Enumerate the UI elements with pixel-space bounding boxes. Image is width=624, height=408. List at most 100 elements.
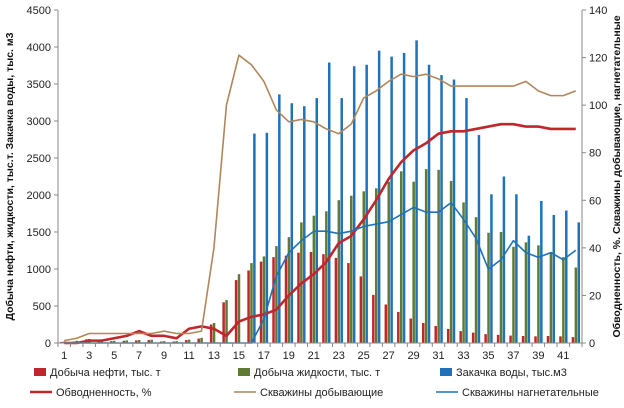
legend-item-5: Скважины добывающие — [234, 387, 383, 399]
x-tick-label: 15 — [233, 350, 245, 362]
bar-1-17 — [259, 261, 263, 343]
bar-2-10 — [175, 341, 178, 343]
bar-3-41 — [565, 210, 568, 343]
bar-2-7 — [137, 340, 141, 343]
y2-tick-label: 120 — [589, 53, 607, 65]
bar-1-18 — [272, 257, 275, 343]
y2-tick-label: 60 — [589, 195, 601, 207]
y-tick-label: 4500 — [27, 5, 51, 17]
bar-2-23 — [337, 200, 341, 343]
x-tick-label: 35 — [482, 350, 494, 362]
y-axis-title: Добыча нефти, жидкости, тыс.т. Закачка в… — [4, 32, 16, 320]
bar-2-41 — [562, 257, 565, 343]
bar-1-6 — [122, 340, 126, 343]
y2-tick-label: 140 — [589, 5, 607, 17]
bar-1-28 — [397, 311, 400, 343]
x-tick-label: 17 — [258, 350, 270, 362]
bar-2-34 — [474, 217, 478, 343]
bar-3-36 — [502, 176, 506, 343]
bar-2-19 — [287, 237, 291, 343]
y-tick-label: 1500 — [27, 227, 51, 239]
bar-1-35 — [484, 334, 487, 343]
legend: Добыча нефти, тыс. т Добыча жидкости, тыс… — [30, 367, 599, 399]
y-tick-label: 2500 — [27, 153, 51, 165]
bar-3-17 — [265, 132, 269, 343]
bar-1-26 — [372, 294, 375, 343]
bar-1-38 — [521, 335, 525, 343]
bar-2-35 — [487, 232, 490, 343]
bar-2-42 — [574, 267, 578, 343]
x-tick-label: 37 — [507, 350, 519, 362]
bar-2-22 — [325, 211, 328, 343]
legend-item-1: Добыча нефти, тыс. т — [34, 367, 161, 379]
bar-1-7 — [135, 340, 138, 343]
bar-3-40 — [552, 214, 556, 343]
bar-2-5 — [112, 340, 116, 343]
legend-label: Обводненность, % — [56, 387, 152, 399]
line-series-2 — [64, 54, 577, 342]
y-tick-label: 500 — [33, 301, 51, 313]
bar-2-36 — [499, 232, 503, 343]
bar-3-19 — [290, 103, 294, 344]
x-tick-label: 23 — [333, 350, 345, 362]
bar-2-9 — [162, 341, 166, 343]
bar-3-39 — [540, 200, 543, 343]
bar-1-32 — [446, 328, 450, 343]
bar-1-14 — [222, 302, 225, 343]
bar-3-23 — [340, 98, 343, 343]
bar-2-32 — [449, 180, 453, 343]
x-tick-label: 31 — [432, 350, 444, 362]
bar-3-25 — [365, 64, 368, 343]
bar-1-36 — [496, 334, 500, 343]
bar-2-31 — [437, 169, 440, 343]
axes-layer: 0 500 1000 1500 2000 2500 3000 3500 4000 4500 0 20 4… — [4, 5, 623, 362]
x-tick-label: 21 — [308, 350, 320, 362]
bar-2-27 — [387, 181, 390, 343]
bar-3-20 — [303, 106, 306, 343]
legend-label: Закачка воды, тыс.м3 — [456, 367, 567, 379]
bar-2-17 — [262, 256, 266, 343]
legend-label: Добыча нефти, тыс. т — [50, 367, 161, 379]
legend-label: Добыча жидкости, тыс. т — [254, 367, 380, 379]
bar-1-11 — [184, 340, 188, 343]
x-tick-label: 11 — [183, 350, 194, 362]
bar-1-29 — [409, 318, 413, 343]
bar-1-22 — [322, 254, 325, 343]
bar-1-27 — [384, 304, 388, 343]
bar-3-29 — [415, 40, 418, 344]
bar-3-35 — [490, 194, 493, 343]
lines-layer — [64, 54, 577, 345]
bar-1-20 — [297, 252, 300, 343]
bar-2-28 — [399, 171, 403, 343]
bar-2-25 — [362, 191, 366, 343]
legend-label: Скважины нагнетательные — [462, 387, 599, 399]
bar-3-27 — [390, 56, 393, 344]
bar-3-37 — [515, 194, 518, 343]
x-tick-label: 9 — [161, 350, 167, 362]
bar-1-40 — [546, 335, 550, 343]
bar-1-31 — [434, 325, 437, 343]
x-tick-label: 7 — [136, 350, 142, 362]
legend-swatch — [238, 368, 250, 376]
bar-2-6 — [125, 340, 128, 343]
bar-3-21 — [315, 98, 319, 343]
bar-3-22 — [327, 62, 331, 343]
bar-2-12 — [200, 337, 203, 343]
bar-2-11 — [187, 339, 191, 343]
bar-2-33 — [462, 202, 465, 343]
bar-3-24 — [352, 66, 356, 344]
y-tick-label: 3000 — [27, 116, 51, 128]
bar-1-42 — [571, 337, 575, 343]
y2-tick-label: 40 — [589, 243, 601, 255]
bar-3-33 — [465, 98, 468, 343]
legend-item-2: Добыча жидкости, тыс. т — [238, 367, 380, 379]
y2-tick-label: 0 — [589, 338, 595, 350]
y-tick-label: 2000 — [27, 190, 51, 202]
y-tick-label: 1000 — [27, 264, 51, 276]
bar-2-38 — [524, 242, 528, 343]
bar-3-30 — [427, 64, 431, 343]
x-tick-label: 13 — [208, 350, 220, 362]
bar-2-21 — [312, 215, 316, 343]
legend-swatch — [440, 368, 452, 376]
